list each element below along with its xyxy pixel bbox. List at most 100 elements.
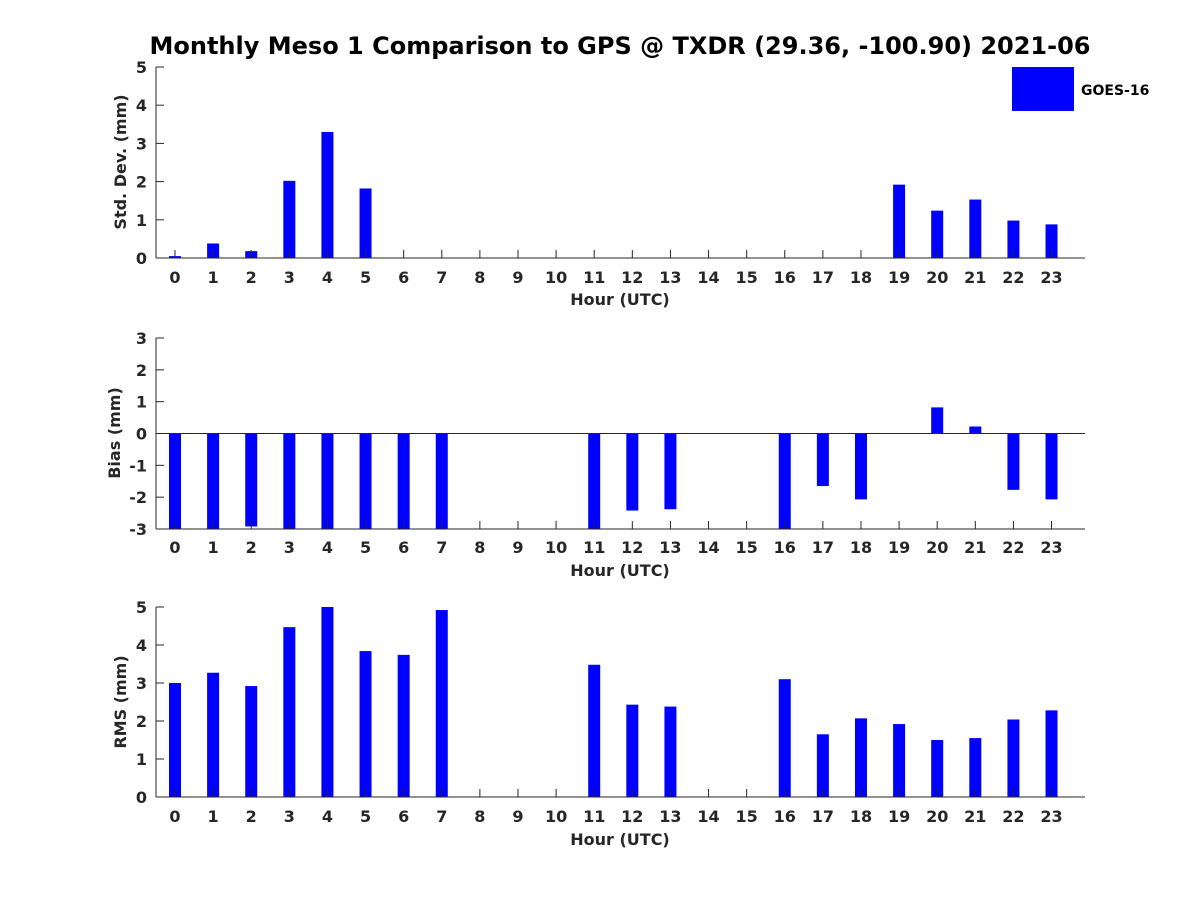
bias-bar	[283, 433, 296, 529]
bias-x-tick-label: 13	[659, 538, 681, 557]
bias-x-tick-label: 1	[208, 538, 219, 557]
rms-y-tick-label: 2	[136, 712, 147, 731]
std-dev-y-tick-label: 1	[136, 211, 147, 230]
std-dev-x-tick-label: 2	[246, 268, 257, 287]
rms-x-axis-label: Hour (UTC)	[570, 830, 670, 849]
bias-x-tick-label: 10	[545, 538, 567, 557]
rms-x-tick-label: 23	[1040, 807, 1062, 826]
rms-x-tick-label: 16	[774, 807, 796, 826]
std-dev-y-tick-label: 2	[136, 173, 147, 192]
std-dev-x-tick-label: 20	[926, 268, 948, 287]
std-dev-y-axis-label: Std. Dev. (mm)	[111, 94, 130, 229]
rms-x-tick-label: 5	[360, 807, 371, 826]
rms-x-tick-label: 8	[474, 807, 485, 826]
std-dev-x-tick-label: 14	[697, 268, 719, 287]
std-dev-x-tick-label: 0	[169, 268, 180, 287]
std-dev-x-tick-label: 1	[208, 268, 219, 287]
std-dev-bar	[893, 184, 906, 258]
bias-x-tick-label: 5	[360, 538, 371, 557]
bias-y-tick-label: -2	[129, 488, 147, 507]
std-dev-x-tick-label: 11	[583, 268, 605, 287]
bias-y-tick-label: 2	[136, 361, 147, 380]
rms-y-tick-label: 5	[136, 598, 147, 617]
bias-bar	[435, 433, 448, 529]
rms-bar	[283, 627, 296, 797]
bias-bar	[1007, 433, 1020, 490]
rms-x-tick-label: 14	[697, 807, 719, 826]
bias-bar	[321, 433, 334, 529]
rms-x-tick-label: 6	[398, 807, 409, 826]
rms-bar	[359, 651, 372, 797]
bias-x-tick-label: 4	[322, 538, 333, 557]
bias-bar	[931, 407, 944, 434]
std-dev-x-tick-label: 23	[1040, 268, 1062, 287]
std-dev-x-tick-label: 4	[322, 268, 333, 287]
bias-y-tick-label: -1	[129, 456, 147, 475]
rms-bar	[1045, 710, 1058, 797]
rms-y-tick-label: 1	[136, 750, 147, 769]
rms-bar	[1007, 719, 1020, 797]
std-dev-x-tick-label: 5	[360, 268, 371, 287]
std-dev-x-tick-label: 15	[736, 268, 758, 287]
rms-x-tick-label: 4	[322, 807, 333, 826]
rms-bar	[893, 724, 906, 797]
std-dev-y-tick-label: 4	[136, 96, 147, 115]
rms-bar	[245, 686, 258, 797]
bias-x-tick-label: 9	[512, 538, 523, 557]
rms-x-tick-label: 22	[1002, 807, 1024, 826]
std-dev-bar	[969, 199, 982, 258]
bias-x-tick-label: 2	[246, 538, 257, 557]
bias-bar	[969, 426, 982, 434]
std-dev-x-tick-label: 21	[964, 268, 986, 287]
rms-x-tick-label: 15	[736, 807, 758, 826]
std-dev-y-tick-label: 5	[136, 58, 147, 77]
rms-x-tick-label: 13	[659, 807, 681, 826]
rms-bar	[816, 734, 829, 797]
legend-swatch	[1012, 67, 1074, 111]
std-dev-bar	[1007, 220, 1020, 258]
bias-bar	[626, 433, 639, 511]
bias-x-tick-label: 17	[812, 538, 834, 557]
std-dev-bar	[321, 131, 334, 258]
rms-y-tick-label: 4	[136, 636, 147, 655]
bias-x-tick-label: 6	[398, 538, 409, 557]
rms-x-tick-label: 19	[888, 807, 910, 826]
rms-x-tick-label: 20	[926, 807, 948, 826]
rms-x-tick-label: 17	[812, 807, 834, 826]
rms-bar	[397, 654, 410, 797]
legend: GOES-16	[1012, 67, 1149, 111]
bias-bar	[207, 433, 220, 529]
std-dev-x-tick-label: 13	[659, 268, 681, 287]
std-dev-x-tick-label: 8	[474, 268, 485, 287]
bias-bar	[664, 433, 677, 510]
bias-bar	[854, 433, 867, 500]
bias-x-tick-label: 14	[697, 538, 719, 557]
bias-bar	[245, 433, 258, 527]
std-dev-x-tick-label: 18	[850, 268, 872, 287]
std-dev-bar	[283, 180, 296, 258]
rms-bar	[778, 679, 791, 797]
std-dev-bar	[1045, 224, 1058, 258]
bias-x-tick-label: 18	[850, 538, 872, 557]
std-dev-y-tick-label: 0	[136, 249, 147, 268]
rms-bar	[321, 607, 334, 797]
bias-x-tick-label: 3	[284, 538, 295, 557]
bias-x-tick-label: 11	[583, 538, 605, 557]
rms-x-tick-label: 10	[545, 807, 567, 826]
rms-bar	[626, 704, 639, 797]
bias-x-tick-label: 23	[1040, 538, 1062, 557]
bias-x-tick-label: 19	[888, 538, 910, 557]
bias-bar	[816, 433, 829, 487]
rms-bar	[854, 718, 867, 797]
rms-x-tick-label: 1	[208, 807, 219, 826]
std-dev-x-tick-label: 6	[398, 268, 409, 287]
std-dev-x-tick-label: 22	[1002, 268, 1024, 287]
bias-y-axis-label: Bias (mm)	[105, 387, 124, 479]
rms-bar	[931, 740, 944, 797]
rms-bar	[969, 738, 982, 797]
rms-bar	[207, 672, 220, 797]
rms-bar	[435, 610, 448, 797]
